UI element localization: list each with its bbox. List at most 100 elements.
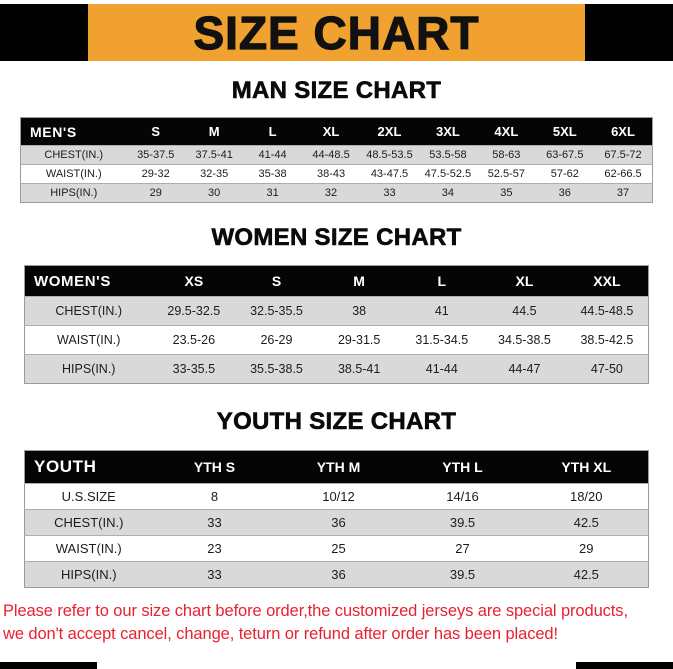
row-label-cell: WAIST(IN.) — [24, 325, 153, 355]
size-value-cell: 36 — [276, 509, 401, 536]
men-row-waist-in: WAIST(IN.) 29-32 32-35 35-38 38-43 43-47.5 47.… — [20, 164, 653, 184]
size-value-cell: 48.5-53.5 — [360, 145, 419, 165]
row-label-cell: HIPS(IN.) — [20, 183, 127, 203]
women-row-chest-in: CHEST(IN.) 29.5-32.5 32.5-35.5 38 41 44.5 44.5… — [24, 296, 649, 326]
men-col-header-m: M — [184, 117, 244, 146]
size-value-cell: 36 — [535, 183, 594, 203]
women-header-row: WOMEN'S XS S M L XL XXL — [24, 265, 649, 297]
size-value-cell: 31.5-34.5 — [400, 325, 484, 355]
women-col-header-xs: XS — [152, 265, 236, 297]
size-value-cell: 33-35.5 — [152, 354, 236, 384]
size-value-cell: 38 — [317, 296, 401, 326]
men-col-header-4xl: 4XL — [477, 117, 536, 146]
disclaimer: Please refer to our size chart before or… — [0, 600, 673, 647]
row-label-cell: CHEST(IN.) — [20, 145, 127, 165]
size-value-cell: 43-47.5 — [360, 164, 419, 184]
disclaimer-line-1: Please refer to our size chart before or… — [3, 602, 628, 620]
size-value-cell: 42.5 — [524, 561, 649, 588]
men-col-header-s: S — [126, 117, 185, 146]
size-value-cell: 35-38 — [243, 164, 302, 184]
youth-row-u-s-size: U.S.SIZE 8 10/12 14/16 18/20 — [24, 483, 649, 510]
size-value-cell: 30 — [184, 183, 244, 203]
row-label-cell: U.S.SIZE — [24, 483, 153, 510]
women-row-hips-in: HIPS(IN.) 33-35.5 35.5-38.5 38.5-41 41-44 44-… — [24, 354, 649, 384]
women-col-header-l: L — [400, 265, 484, 297]
size-value-cell: 53.5-58 — [418, 145, 478, 165]
women-col-header-s: S — [235, 265, 318, 297]
row-label-cell: CHEST(IN.) — [24, 509, 153, 536]
size-value-cell: 37.5-41 — [184, 145, 244, 165]
row-label-cell: WAIST(IN.) — [24, 535, 153, 562]
men-col-header-xl: XL — [301, 117, 361, 146]
size-value-cell: 34 — [418, 183, 478, 203]
row-label-cell: CHEST(IN.) — [24, 296, 153, 326]
banner-left-black-block — [0, 4, 88, 61]
youth-row-hips-in: HIPS(IN.) 33 36 39.5 42.5 — [24, 561, 649, 588]
size-value-cell: 10/12 — [276, 483, 401, 510]
youth-table-title-cell: YOUTH — [24, 450, 153, 484]
size-value-cell: 41-44 — [243, 145, 302, 165]
row-label-cell: WAIST(IN.) — [20, 164, 127, 184]
men-size-chart-section: MAN SIZE CHART MEN'S S M L XL 2XL 3XL 4XL 5XL 6XL C… — [0, 77, 673, 203]
size-value-cell: 57-62 — [535, 164, 594, 184]
size-value-cell: 32 — [301, 183, 361, 203]
size-value-cell: 36 — [276, 561, 401, 588]
page-title: SIZE CHART — [193, 6, 480, 59]
women-size-chart-section: WOMEN SIZE CHART WOMEN'S XS S M L XL XXL CHEST(I… — [0, 224, 673, 384]
women-size-table: WOMEN'S XS S M L XL XXL CHEST(IN.) 29.5-32.5 32.5… — [24, 265, 649, 384]
women-col-header-xl: XL — [483, 265, 566, 297]
women-section-heading: WOMEN SIZE CHART — [211, 224, 462, 252]
size-value-cell: 27 — [400, 535, 525, 562]
size-value-cell: 8 — [152, 483, 277, 510]
youth-section-heading: YOUTH SIZE CHART — [216, 408, 457, 436]
youth-header-row: YOUTH YTH S YTH M YTH L YTH XL — [24, 450, 649, 484]
size-value-cell: 23.5-26 — [152, 325, 236, 355]
youth-size-chart-section: YOUTH SIZE CHART YOUTH YTH S YTH M YTH L YTH … — [0, 408, 673, 588]
size-value-cell: 47.5-52.5 — [418, 164, 478, 184]
size-value-cell: 31 — [243, 183, 302, 203]
men-col-header-2xl: 2XL — [360, 117, 419, 146]
size-value-cell: 14/16 — [400, 483, 525, 510]
men-table-title-cell: MEN'S — [20, 117, 127, 146]
size-value-cell: 47-50 — [565, 354, 649, 384]
size-value-cell: 29 — [126, 183, 185, 203]
youth-row-waist-in: WAIST(IN.) 23 25 27 29 — [24, 535, 649, 562]
size-value-cell: 44.5 — [483, 296, 566, 326]
size-value-cell: 62-66.5 — [594, 164, 653, 184]
size-value-cell: 41-44 — [400, 354, 484, 384]
size-value-cell: 38.5-42.5 — [565, 325, 649, 355]
size-value-cell: 42.5 — [524, 509, 649, 536]
men-col-header-5xl: 5XL — [535, 117, 594, 146]
size-value-cell: 35.5-38.5 — [235, 354, 318, 384]
size-value-cell: 35-37.5 — [126, 145, 185, 165]
men-row-hips-in: HIPS(IN.) 29 30 31 32 33 34 35 36 37 — [20, 183, 653, 203]
men-size-table: MEN'S S M L XL 2XL 3XL 4XL 5XL 6XL CHEST(IN.) 35-37… — [20, 117, 653, 203]
men-col-header-3xl: 3XL — [418, 117, 478, 146]
size-value-cell: 58-63 — [477, 145, 536, 165]
size-value-cell: 41 — [400, 296, 484, 326]
size-value-cell: 33 — [152, 509, 277, 536]
row-label-cell: HIPS(IN.) — [24, 561, 153, 588]
title-banner: SIZE CHART — [0, 4, 673, 61]
size-value-cell: 25 — [276, 535, 401, 562]
size-value-cell: 44-47 — [483, 354, 566, 384]
bottom-left-black-block — [0, 662, 97, 669]
size-value-cell: 38-43 — [301, 164, 361, 184]
youth-col-header-yth-m: YTH M — [276, 450, 401, 484]
size-value-cell: 63-67.5 — [535, 145, 594, 165]
size-value-cell: 29 — [524, 535, 649, 562]
size-value-cell: 29-31.5 — [317, 325, 401, 355]
size-value-cell: 37 — [594, 183, 653, 203]
size-value-cell: 33 — [152, 561, 277, 588]
size-value-cell: 29-32 — [126, 164, 185, 184]
size-value-cell: 38.5-41 — [317, 354, 401, 384]
men-col-header-l: L — [243, 117, 302, 146]
size-value-cell: 52.5-57 — [477, 164, 536, 184]
women-row-waist-in: WAIST(IN.) 23.5-26 26-29 29-31.5 31.5-34.5 34… — [24, 325, 649, 355]
disclaimer-line-2: we don't accept cancel, change, teturn o… — [3, 625, 558, 644]
size-value-cell: 44-48.5 — [301, 145, 361, 165]
size-value-cell: 44.5-48.5 — [565, 296, 649, 326]
size-value-cell: 32-35 — [184, 164, 244, 184]
men-row-chest-in: CHEST(IN.) 35-37.5 37.5-41 41-44 44-48.5 48.5… — [20, 145, 653, 165]
